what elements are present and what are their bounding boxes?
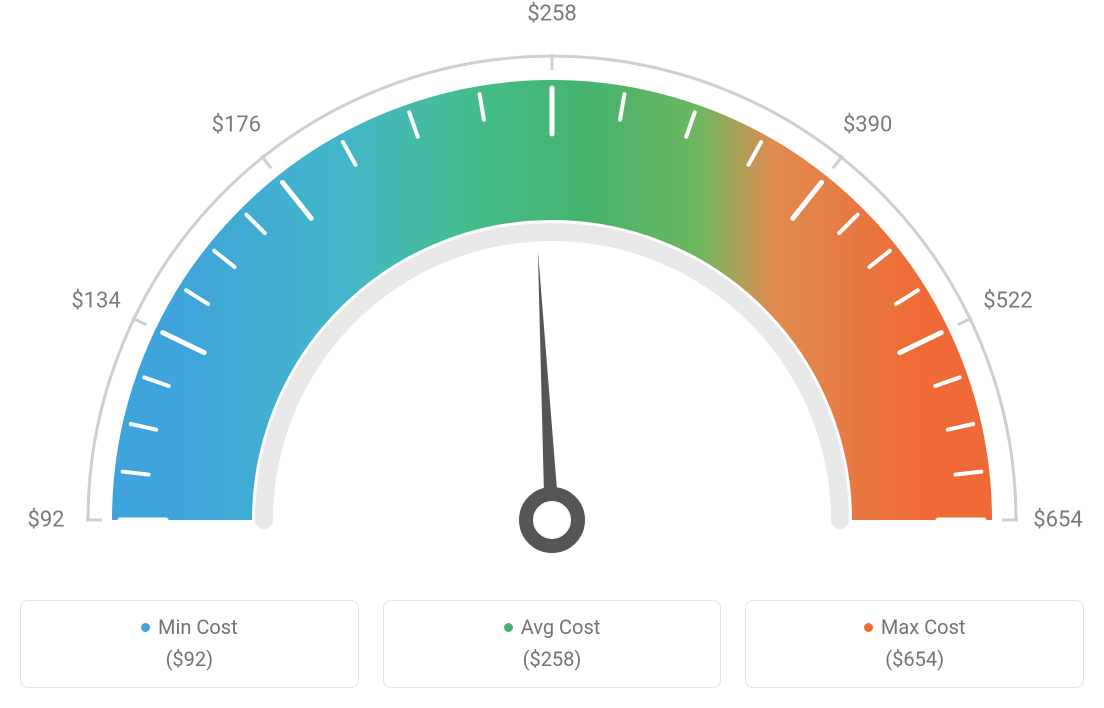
legend-row: Min Cost ($92) Avg Cost ($258) Max Cost …	[20, 600, 1084, 688]
legend-avg-text: Avg Cost	[521, 615, 601, 639]
legend-card-max: Max Cost ($654)	[745, 600, 1084, 688]
legend-card-min: Min Cost ($92)	[20, 600, 359, 688]
cost-gauge: $92$134$176$258$390$522$654	[20, 20, 1084, 580]
gauge-tick-label: $654	[1033, 508, 1082, 533]
gauge-tick-label: $258	[527, 2, 576, 27]
legend-avg-value: ($258)	[384, 647, 721, 671]
legend-min-text: Min Cost	[158, 615, 238, 639]
gauge-tick-label: $92	[27, 508, 64, 533]
gauge-tick-label: $176	[212, 112, 261, 137]
legend-min-label: Min Cost	[21, 615, 358, 639]
dot-icon	[504, 623, 513, 632]
gauge-tick-label: $522	[983, 288, 1032, 313]
legend-min-value: ($92)	[21, 647, 358, 671]
gauge-svg	[20, 20, 1084, 580]
legend-avg-label: Avg Cost	[384, 615, 721, 639]
legend-max-label: Max Cost	[746, 615, 1083, 639]
dot-icon	[864, 623, 873, 632]
legend-max-text: Max Cost	[881, 615, 966, 639]
legend-max-value: ($654)	[746, 647, 1083, 671]
legend-card-avg: Avg Cost ($258)	[383, 600, 722, 688]
gauge-tick-label: $390	[843, 112, 892, 137]
gauge-tick-label: $134	[71, 288, 120, 313]
dot-icon	[141, 623, 150, 632]
